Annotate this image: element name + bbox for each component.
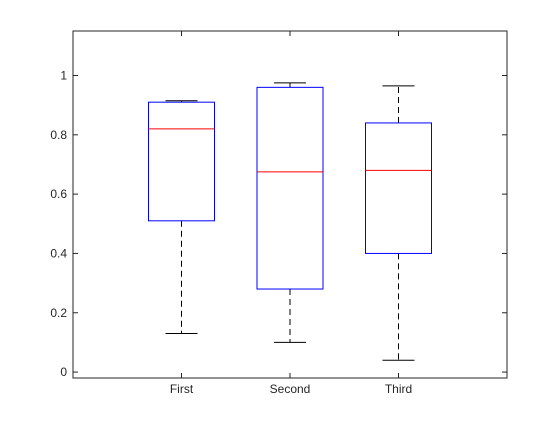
y-axis: 0 0.2 0.4 0.6 0.8 1 [50,68,507,379]
box-second [256,82,324,343]
x-axis: First Second Third [170,31,412,396]
y-tick-label: 0.2 [50,306,67,320]
y-tick-label: 0.4 [50,246,67,260]
box-iqr [148,101,215,222]
x-tick-label: Second [270,382,311,396]
box-iqr [365,122,432,254]
y-tick-label: 0.8 [50,128,67,142]
boxes-group [148,82,432,361]
box-iqr [256,86,324,290]
box-third [365,85,432,361]
box-first [148,100,215,335]
y-tick-label: 0 [60,365,67,379]
y-tick-label: 1 [60,68,67,82]
x-tick-label: Third [385,382,412,396]
x-tick-label: First [170,382,194,396]
y-tick-label: 0.6 [50,187,67,201]
